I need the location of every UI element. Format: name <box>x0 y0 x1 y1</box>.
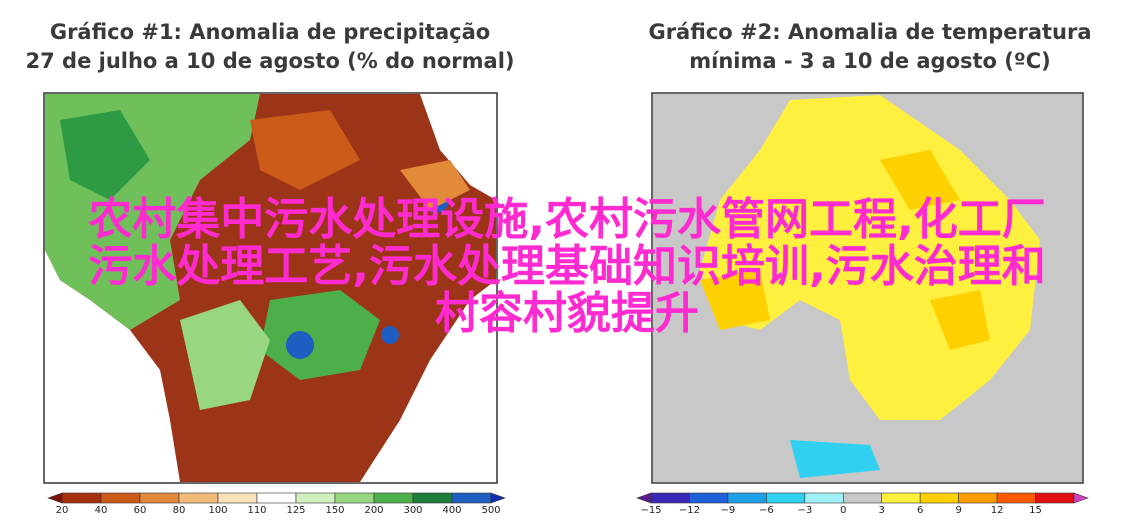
colorbar-segment <box>100 492 141 504</box>
overlay-line: 污水处理工艺,污水处理基础知识培训,污水治理和 <box>88 241 1046 292</box>
colorbar-tick-label: −15 <box>640 505 661 516</box>
colorbar-end <box>636 492 652 504</box>
colorbar-end <box>47 492 63 504</box>
overlay-line: 村容村貌提升 <box>435 288 699 339</box>
colorbar-tick-label: 100 <box>208 505 227 516</box>
panel-title: Gráfico #2: Anomalia de temperatura míni… <box>600 18 1135 76</box>
colorbar-tick-label: −9 <box>721 505 736 516</box>
panel-title: Gráfico #1: Anomalia de precipitação 27 … <box>0 18 540 76</box>
colorbar-tick-label: 125 <box>286 505 305 516</box>
colorbar-segment <box>373 492 414 504</box>
colorbar-segment <box>842 492 883 504</box>
colorbar-tick-label: 400 <box>442 505 461 516</box>
colorbar-tick-label: −12 <box>679 505 700 516</box>
colorbar-tick-label: 20 <box>56 505 69 516</box>
colorbar-segment <box>295 492 336 504</box>
colorbar-segment <box>958 492 998 504</box>
colorbar-segment <box>689 492 729 504</box>
colorbar-tick-label: −6 <box>759 505 774 516</box>
temp-map <box>651 92 1084 484</box>
colorbar-end <box>1073 492 1089 504</box>
colorbar-tick-label: 3 <box>879 505 885 516</box>
colorbar-segment <box>650 492 690 504</box>
colorbar-segment <box>996 492 1036 504</box>
overlay-line: 农村集中污水处理设施,农村污水管网工程,化工厂 <box>88 194 1046 245</box>
colorbar-tick-label: −3 <box>797 505 812 516</box>
colorbar-tick-label: 40 <box>95 505 108 516</box>
colorbar-tick-label: 150 <box>325 505 344 516</box>
colorbar-tick-label: 6 <box>917 505 923 516</box>
colorbar-segment <box>804 492 844 504</box>
precip-map <box>43 92 498 484</box>
colorbar-tick-label: 300 <box>403 505 422 516</box>
colorbar-tick-label: 60 <box>134 505 147 516</box>
title-line: Gráfico #2: Anomalia de temperatura <box>648 20 1092 44</box>
colorbar-tick-label: 200 <box>364 505 383 516</box>
title-line: 27 de julho a 10 de agosto (% do normal) <box>25 49 515 73</box>
colorbar-tick-label: 9 <box>955 505 961 516</box>
colorbar-segment <box>412 492 453 504</box>
colorbar-tick-label: 500 <box>481 505 500 516</box>
colorbar-end <box>490 492 506 504</box>
colorbar-segment <box>1035 492 1075 504</box>
colorbar-tick-label: 0 <box>840 505 846 516</box>
colorbar-segment <box>766 492 806 504</box>
colorbar-segment <box>217 492 258 504</box>
colorbar-segment <box>727 492 767 504</box>
colorbar-segment <box>451 492 492 504</box>
overlay-text: 农村集中污水处理设施,农村污水管网工程,化工厂 污水处理工艺,污水处理基础知识培… <box>12 196 1122 337</box>
colorbar-tick-label: 80 <box>173 505 186 516</box>
colorbar-tick-label: 12 <box>991 505 1004 516</box>
title-line: mínima - 3 a 10 de agosto (ºC) <box>689 49 1051 73</box>
colorbar-segment <box>139 492 180 504</box>
colorbar-segment <box>919 492 959 504</box>
title-line: Gráfico #1: Anomalia de precipitação <box>49 20 491 44</box>
colorbar-segment <box>178 492 219 504</box>
colorbar-segment <box>256 492 297 504</box>
colorbar-segment <box>881 492 921 504</box>
colorbar-segment <box>61 492 102 504</box>
colorbar-segment <box>334 492 375 504</box>
colorbar-tick-label: 110 <box>247 505 266 516</box>
colorbar-tick-label: 15 <box>1029 505 1042 516</box>
